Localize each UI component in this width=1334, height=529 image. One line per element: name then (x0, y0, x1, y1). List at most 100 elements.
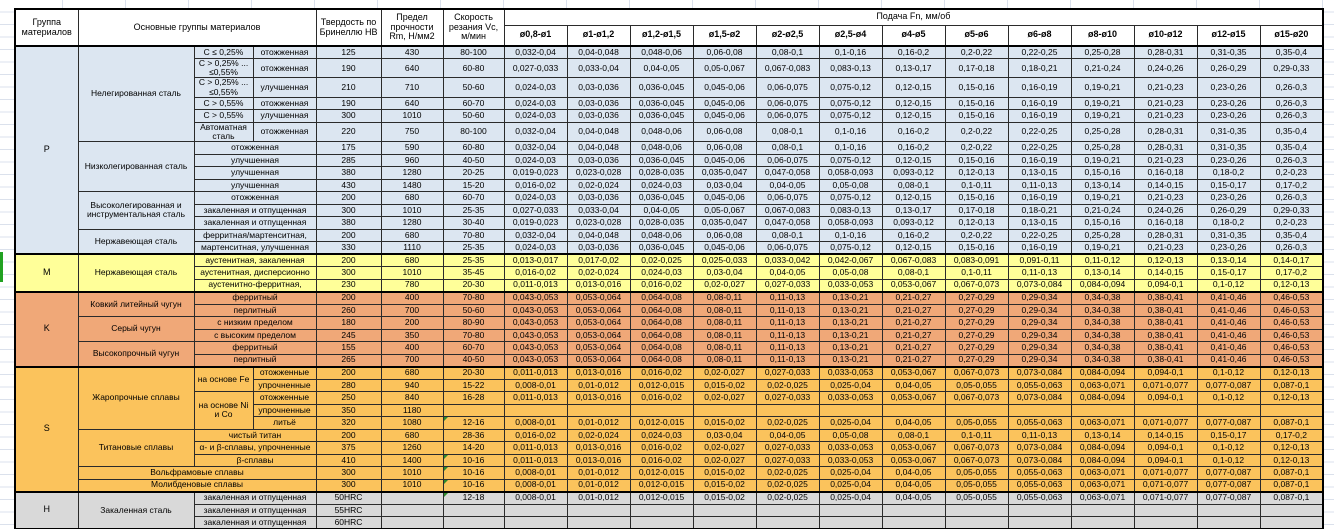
feed-value-cell[interactable]: 0,13-0,15 (1007, 216, 1072, 230)
feed-value-cell[interactable]: 0,012-0,015 (629, 490, 694, 505)
feed-value-cell[interactable]: 0,027-0,033 (755, 391, 820, 405)
feed-value-cell[interactable]: 0,17-0,2 (1259, 428, 1324, 443)
strength-cell[interactable] (380, 490, 444, 505)
feed-value-cell[interactable]: 0,41-0,46 (1196, 328, 1261, 343)
strength-cell[interactable]: 700 (380, 303, 444, 318)
header-main-material-groups[interactable]: Основные группы материалов (77, 8, 317, 47)
hardness-cell[interactable]: 155 (315, 341, 382, 355)
material-group-cell[interactable]: Жаропрочные сплавы (77, 365, 195, 430)
feed-value-cell[interactable]: 0,094-0,1 (1133, 391, 1198, 405)
strength-cell[interactable]: 680 (380, 253, 444, 268)
hardness-cell[interactable]: 190 (315, 96, 382, 111)
feed-value-cell[interactable]: 0,077-0,087 (1196, 466, 1261, 480)
feed-value-cell[interactable]: 0,012-0,015 (629, 478, 694, 493)
treatment-state-cell[interactable]: перлитный (193, 353, 317, 368)
feed-value-cell[interactable]: 0,21-0,27 (881, 328, 946, 343)
feed-value-cell[interactable]: 0,064-0,08 (629, 341, 694, 355)
feed-value-cell[interactable]: 0,13-0,21 (818, 328, 883, 343)
hardness-cell[interactable]: 250 (315, 391, 382, 405)
feed-value-cell[interactable]: 0,08-0,1 (881, 428, 946, 443)
feed-value-cell[interactable]: 0,23-0,26 (1196, 153, 1261, 168)
feed-value-cell[interactable]: 0,083-0,13 (818, 203, 883, 218)
feed-value-cell[interactable]: 0,036-0,045 (629, 77, 694, 98)
feed-value-cell[interactable]: 0,048-0,06 (629, 121, 694, 143)
treatment-state-cell[interactable]: закаленная и отпущенная (193, 516, 317, 529)
feed-value-cell[interactable]: 0,18-0,2 (1196, 216, 1261, 230)
feed-value-cell[interactable]: 0,033-0,053 (818, 278, 883, 293)
hardness-cell[interactable]: 60HRC (315, 516, 382, 529)
feed-value-cell[interactable]: 0,06-0,075 (755, 191, 820, 205)
hardness-cell[interactable]: 125 (315, 45, 382, 59)
feed-value-cell[interactable]: 0,053-0,067 (881, 453, 946, 468)
feed-value-cell[interactable]: 0,02-0,025 (755, 490, 820, 505)
feed-value-cell[interactable]: 0,18-0,21 (1007, 57, 1072, 79)
feed-value-cell[interactable]: 0,024-0,03 (503, 241, 568, 255)
feed-value-cell[interactable]: 0,013-0,016 (566, 441, 631, 455)
feed-value-cell[interactable]: 0,27-0,29 (944, 341, 1009, 355)
hardness-cell[interactable]: 375 (315, 441, 382, 455)
feed-value-cell[interactable] (1007, 503, 1072, 518)
feed-value-cell[interactable]: 0,032-0,04 (503, 121, 568, 143)
speed-cell[interactable]: 35-45 (442, 266, 505, 280)
strength-cell[interactable]: 680 (380, 191, 444, 205)
feed-value-cell[interactable]: 0,093-0,12 (881, 166, 946, 180)
feed-value-cell[interactable]: 0,053-0,064 (566, 290, 631, 305)
feed-value-cell[interactable]: 0,21-0,27 (881, 353, 946, 368)
feed-value-cell[interactable]: 0,11-0,13 (755, 353, 820, 368)
hardness-cell[interactable]: 175 (315, 141, 382, 155)
feed-value-cell[interactable]: 0,06-0,075 (755, 109, 820, 123)
strength-cell[interactable]: 960 (380, 153, 444, 168)
strength-cell[interactable]: 1010 (380, 109, 444, 123)
feed-value-cell[interactable]: 0,21-0,23 (1133, 191, 1198, 205)
feed-value-cell[interactable]: 0,04-0,05 (755, 428, 820, 443)
feed-value-cell[interactable]: 0,17-0,18 (944, 203, 1009, 218)
strength-cell[interactable]: 1260 (380, 441, 444, 455)
feed-value-cell[interactable]: 0,22-0,25 (1007, 141, 1072, 155)
feed-value-cell[interactable]: 0,016-0,02 (629, 365, 694, 380)
feed-value-cell[interactable] (1196, 516, 1261, 529)
feed-value-cell[interactable]: 0,1-0,12 (1196, 453, 1261, 468)
feed-value-cell[interactable]: 0,075-0,12 (818, 77, 883, 98)
feed-value-cell[interactable]: 0,094-0,1 (1133, 278, 1198, 293)
feed-value-cell[interactable]: 0,16-0,19 (1007, 241, 1072, 255)
feed-value-cell[interactable]: 0,05-0,067 (692, 57, 757, 79)
feed-value-cell[interactable]: 0,34-0,38 (1070, 341, 1135, 355)
feed-value-cell[interactable]: 0,03-0,036 (566, 77, 631, 98)
feed-value-cell[interactable]: 0,024-0,03 (503, 191, 568, 205)
header-material-group-letter[interactable]: Группа материалов (14, 8, 79, 47)
feed-value-cell[interactable]: 0,01-0,012 (566, 378, 631, 393)
strength-cell[interactable]: 1010 (380, 478, 444, 493)
feed-value-cell[interactable]: 0,077-0,087 (1196, 490, 1261, 505)
feed-value-cell[interactable]: 0,31-0,35 (1196, 45, 1261, 59)
feed-value-cell[interactable]: 0,03-0,036 (566, 153, 631, 168)
strength-cell[interactable]: 1280 (380, 216, 444, 230)
feed-value-cell[interactable]: 0,071-0,077 (1133, 466, 1198, 480)
feed-value-cell[interactable]: 0,13-0,14 (1196, 253, 1261, 268)
feed-value-cell[interactable]: 0,23-0,26 (1196, 241, 1261, 255)
feed-value-cell[interactable]: 0,21-0,23 (1133, 109, 1198, 123)
feed-value-cell[interactable]: 0,067-0,073 (944, 365, 1009, 380)
feed-value-cell[interactable]: 0,12-0,15 (881, 96, 946, 111)
feed-value-cell[interactable]: 0,1-0,16 (818, 45, 883, 59)
hardness-cell[interactable]: 200 (315, 228, 382, 243)
feed-value-cell[interactable]: 0,048-0,06 (629, 45, 694, 59)
material-group-cell[interactable]: Нелегированная сталь (77, 45, 195, 143)
hardness-cell[interactable]: 330 (315, 241, 382, 255)
feed-value-cell[interactable]: 0,048-0,06 (629, 228, 694, 243)
feed-value-cell[interactable]: 0,21-0,23 (1133, 153, 1198, 168)
feed-value-cell[interactable]: 0,04-0,05 (629, 203, 694, 218)
feed-value-cell[interactable]: 0,12-0,13 (1259, 441, 1324, 455)
feed-value-cell[interactable]: 0,21-0,27 (881, 316, 946, 330)
feed-value-cell[interactable]: 0,043-0,053 (503, 353, 568, 368)
strength-cell[interactable]: 750 (380, 121, 444, 143)
feed-value-cell[interactable]: 0,064-0,08 (629, 353, 694, 368)
feed-value-cell[interactable]: 0,16-0,2 (881, 121, 946, 143)
speed-cell[interactable]: 10-16 (442, 466, 505, 480)
feed-value-cell[interactable]: 0,1-0,16 (818, 141, 883, 155)
feed-value-cell[interactable]: 0,17-0,18 (944, 57, 1009, 79)
feed-value-cell[interactable]: 0,08-0,11 (692, 341, 757, 355)
hardness-cell[interactable]: 380 (315, 216, 382, 230)
feed-value-cell[interactable]: 0,063-0,071 (1070, 490, 1135, 505)
feed-value-cell[interactable] (566, 503, 631, 518)
feed-value-cell[interactable]: 0,015-0,02 (692, 478, 757, 493)
